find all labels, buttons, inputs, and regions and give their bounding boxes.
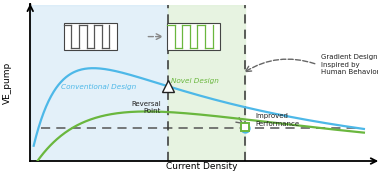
Text: Improved
Performance: Improved Performance [256, 113, 300, 127]
FancyBboxPatch shape [64, 23, 117, 50]
Text: Conventional Design: Conventional Design [61, 84, 136, 90]
Text: Reversal
Point: Reversal Point [131, 101, 161, 114]
X-axis label: Current Density: Current Density [166, 163, 238, 171]
Text: VE_pump: VE_pump [3, 62, 12, 104]
Text: Novel Design: Novel Design [171, 78, 219, 84]
Bar [30, 5, 168, 161]
FancyBboxPatch shape [167, 23, 220, 50]
Bar [168, 5, 245, 161]
Text: Gradient Design
Inspired by
Human Behavior: Gradient Design Inspired by Human Behavi… [321, 54, 378, 75]
